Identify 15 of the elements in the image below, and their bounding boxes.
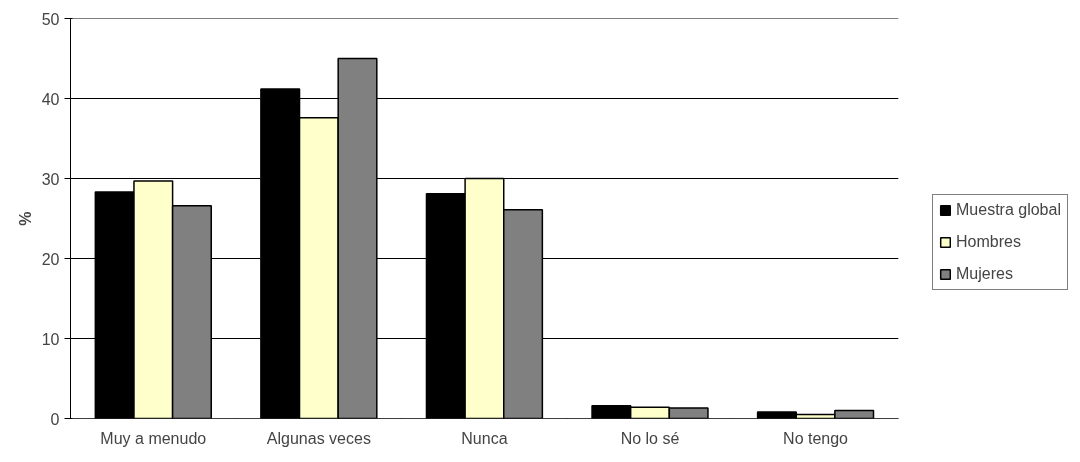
x-tick-label: Algunas veces <box>266 429 371 447</box>
x-tick-label: No lo sé <box>620 429 680 447</box>
y-tick-label: 10 <box>41 330 60 348</box>
legend-label: Mujeres <box>956 265 1013 283</box>
y-tick-label: 40 <box>41 90 60 108</box>
y-tick-label: 50 <box>41 10 60 28</box>
y-tick-label: 30 <box>41 170 60 188</box>
y-tick-label: 0 <box>50 410 60 428</box>
y-tick-label: 20 <box>41 250 60 268</box>
y-axis-title: % <box>16 211 34 226</box>
x-tick-label: Nunca <box>461 429 508 447</box>
legend-label: Hombres <box>956 233 1021 251</box>
x-tick-label: Muy a menudo <box>100 429 207 447</box>
legend-label: Muestra global <box>956 201 1061 219</box>
x-tick-label: No tengo <box>783 429 849 447</box>
